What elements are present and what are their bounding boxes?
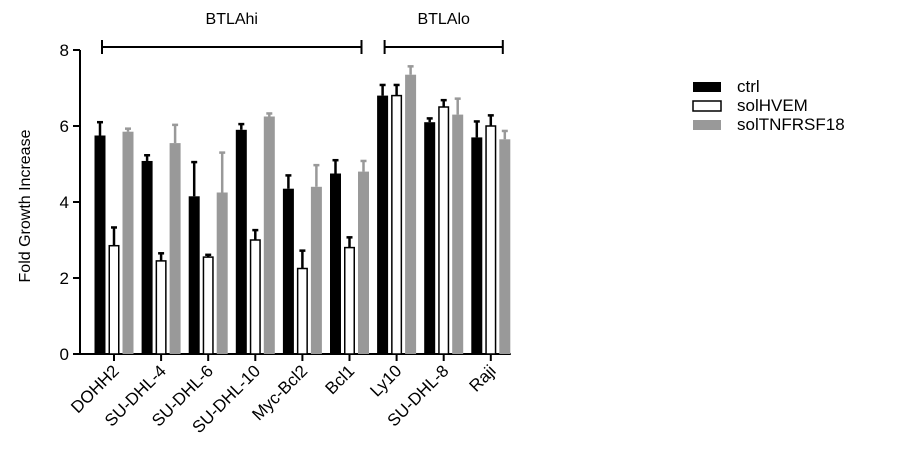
bar-solHVEM-Ly10 (391, 94, 403, 355)
group-label-BTLAhi: BTLAhi (206, 11, 258, 28)
legend-label-ctrl: ctrl (737, 77, 760, 96)
bar-solHVEM-Raji (485, 125, 497, 355)
y-tick-label: 8 (60, 41, 69, 60)
legend-swatch-solTNFRSF18 (693, 120, 721, 130)
bar-solHVEM-SU-DHL-6 (202, 256, 214, 355)
legend-swatch-ctrl (693, 82, 721, 92)
y-tick-label: 4 (60, 193, 69, 212)
bar-ctrl-SU-DHL-6 (188, 196, 200, 354)
x-tick-label: Bcl1 (322, 361, 359, 398)
y-tick-label: 0 (60, 345, 69, 364)
x-tick-label: Raji (465, 361, 499, 395)
bar-ctrl-SU-DHL-8 (424, 122, 436, 354)
bar-solHVEM-SU-DHL-8 (438, 106, 450, 355)
bar-solTNFRSF18-SU-DHL-4 (169, 143, 181, 354)
x-tick-label: Ly10 (366, 361, 405, 400)
bar-ctrl-Ly10 (377, 95, 389, 354)
bar-ctrl-Raji (471, 137, 483, 354)
group-brackets: BTLAhi BTLAlo (101, 11, 504, 54)
y-axis-title: Fold Growth Increase (17, 129, 34, 282)
group-label-BTLAlo: BTLAlo (417, 11, 470, 28)
bar-ctrl-SU-DHL-10 (235, 129, 247, 354)
bar-ctrl-Myc-Bcl2 (282, 188, 294, 354)
bar-solTNFRSF18-SU-DHL-6 (216, 192, 228, 354)
y-tick-label: 6 (60, 117, 69, 136)
legend-label-solHVEM: solHVEM (737, 96, 808, 115)
bar-solHVEM-DOHH2 (108, 244, 120, 355)
error-bars (97, 65, 508, 269)
bar-solTNFRSF18-Raji (499, 139, 511, 354)
bar-solTNFRSF18-Ly10 (405, 74, 417, 354)
legend-label-solTNFRSF18: solTNFRSF18 (737, 115, 845, 134)
bar-solHVEM-SU-DHL-10 (249, 239, 261, 355)
bar-solHVEM-Myc-Bcl2 (296, 267, 308, 355)
bar-solHVEM-SU-DHL-4 (155, 260, 167, 355)
bar-solTNFRSF18-SU-DHL-8 (452, 114, 464, 354)
bar-ctrl-Bcl1 (330, 173, 341, 354)
y-tick-label: 2 (60, 269, 69, 288)
bar-solHVEM-Bcl1 (344, 246, 355, 355)
bar-solTNFRSF18-Bcl1 (358, 171, 369, 354)
bar-ctrl-SU-DHL-4 (141, 160, 153, 354)
bar-solTNFRSF18-SU-DHL-10 (263, 116, 275, 354)
legend-swatch-solHVEM (692, 100, 722, 112)
bars (94, 74, 511, 355)
bar-ctrl-DOHH2 (94, 135, 106, 354)
bar-solTNFRSF18-DOHH2 (122, 131, 134, 354)
bar-solTNFRSF18-Myc-Bcl2 (310, 186, 322, 354)
